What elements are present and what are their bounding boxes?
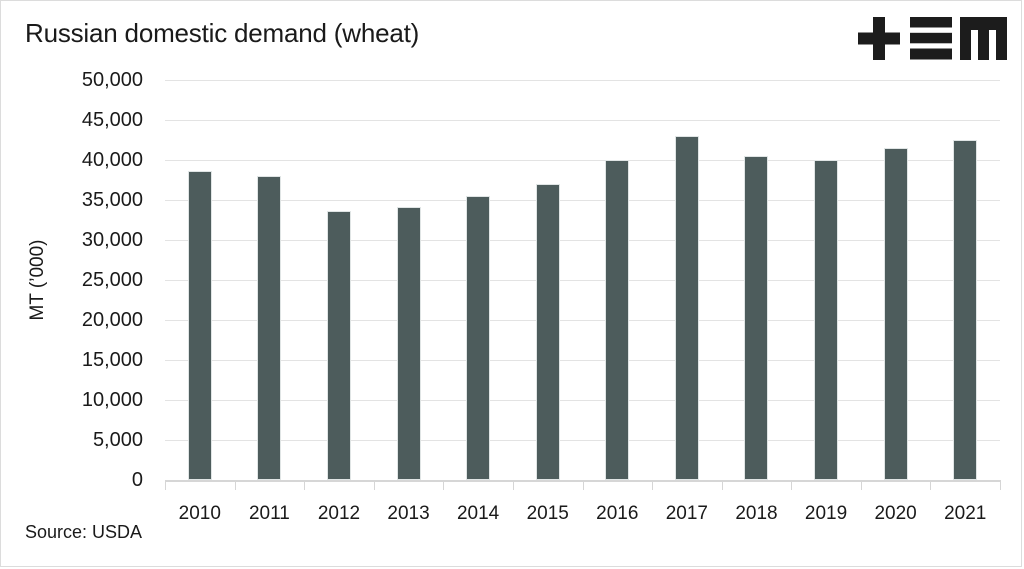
gridline	[165, 119, 1000, 121]
bar-2019	[814, 160, 839, 480]
y-tick-label: 30,000	[81, 229, 143, 251]
chart-title: Russian domestic demand (wheat)	[25, 18, 420, 48]
y-tick-label: 35,000	[81, 189, 143, 211]
gridline	[165, 279, 1000, 281]
gridline	[165, 239, 1000, 241]
gridline	[165, 199, 1000, 201]
y-tick-label: 10,000	[81, 389, 143, 411]
bar-2012	[326, 211, 351, 480]
y-tick-label: 40,000	[81, 149, 143, 171]
x-axis-tick	[443, 482, 445, 490]
x-tick-label: 2020	[874, 503, 917, 524]
x-tick-label: 2010	[178, 503, 221, 524]
x-axis-tick	[721, 482, 723, 490]
y-tick-label: 45,000	[81, 109, 143, 131]
bar-2020	[883, 148, 908, 480]
logo-m-glyph	[960, 17, 1007, 60]
bar-2013	[396, 207, 421, 480]
gridline	[165, 359, 1000, 361]
logo-plus-glyph	[858, 17, 900, 60]
x-tick-label: 2016	[596, 503, 639, 524]
x-tick-label: 2014	[456, 503, 500, 524]
x-axis-tick	[860, 482, 862, 490]
bar-2011	[257, 176, 282, 480]
x-axis-tick	[1000, 482, 1001, 490]
bar-2014	[466, 196, 491, 480]
x-axis-tick	[234, 482, 236, 490]
x-axis-line	[165, 480, 1001, 482]
gridline	[165, 79, 1000, 81]
logo-bars-glyph	[910, 17, 952, 60]
x-axis-tick	[304, 482, 306, 490]
tem-logo	[858, 17, 1007, 60]
x-tick-label: 2021	[944, 503, 987, 524]
x-axis-tick	[512, 482, 514, 490]
gridline	[165, 439, 1000, 441]
x-tick-label: 2019	[804, 503, 848, 524]
bar-2015	[535, 184, 560, 480]
gridline	[165, 399, 1000, 401]
y-tick-label: 25,000	[81, 269, 143, 291]
x-axis-tick	[582, 482, 584, 490]
y-tick-label: 15,000	[81, 349, 143, 371]
x-axis-tick	[373, 482, 375, 490]
y-tick-label: 20,000	[81, 309, 143, 331]
x-axis-tick	[652, 482, 654, 490]
x-tick-label: 2017	[665, 503, 709, 524]
bar-2021	[953, 140, 978, 480]
x-axis-tick	[791, 482, 793, 490]
bar-2016	[605, 160, 630, 480]
x-tick-label: 2013	[387, 503, 430, 524]
x-tick-label: 2018	[735, 503, 778, 524]
source-label: Source: USDA	[25, 522, 143, 542]
bar-2018	[744, 156, 769, 480]
y-tick-label: 50,000	[81, 69, 143, 91]
y-tick-label: 5,000	[92, 429, 143, 451]
bar-2010	[187, 171, 212, 480]
y-tick-label: 0	[131, 469, 143, 491]
gridline	[165, 319, 1000, 321]
gridline	[165, 159, 1000, 161]
x-axis-tick	[930, 482, 932, 490]
bar-2017	[674, 136, 699, 480]
x-tick-label: 2012	[317, 503, 361, 524]
x-axis-tick	[165, 482, 166, 490]
x-tick-label: 2011	[248, 503, 290, 524]
x-tick-label: 2015	[526, 503, 569, 524]
